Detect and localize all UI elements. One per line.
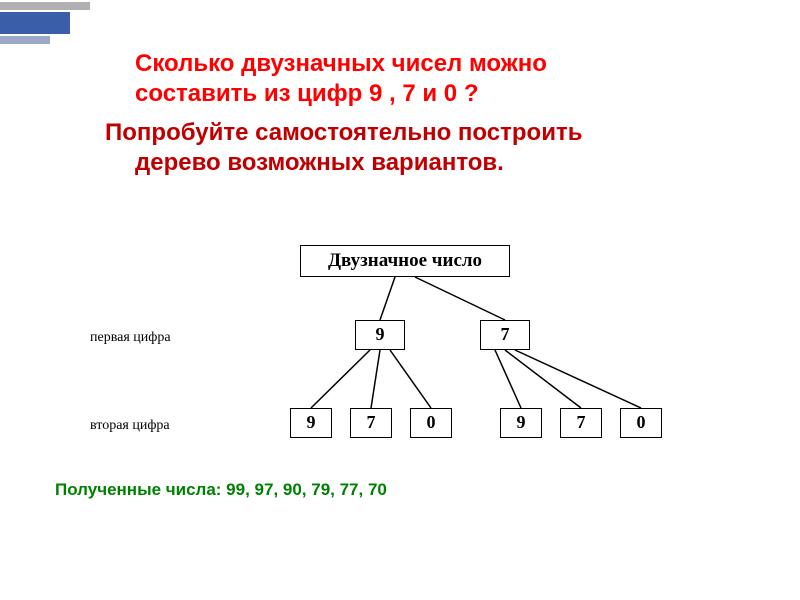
level2-label: вторая цифра (90, 418, 170, 434)
tree-root: Двузначное число (300, 245, 510, 277)
result-text: Полученные числа: 99, 97, 90, 79, 77, 70 (55, 480, 387, 500)
level2-node-2: 0 (410, 408, 452, 438)
level2-node-1: 7 (350, 408, 392, 438)
tree-diagram: Двузначное число первая цифра 9 7 вторая… (0, 0, 800, 600)
level1-node-0: 9 (355, 320, 405, 350)
level1-node-1: 7 (480, 320, 530, 350)
level1-label: первая цифра (90, 330, 171, 346)
tree-edges (0, 0, 800, 600)
level2-node-3: 9 (500, 408, 542, 438)
level2-node-0: 9 (290, 408, 332, 438)
level2-node-4: 7 (560, 408, 602, 438)
level2-node-5: 0 (620, 408, 662, 438)
